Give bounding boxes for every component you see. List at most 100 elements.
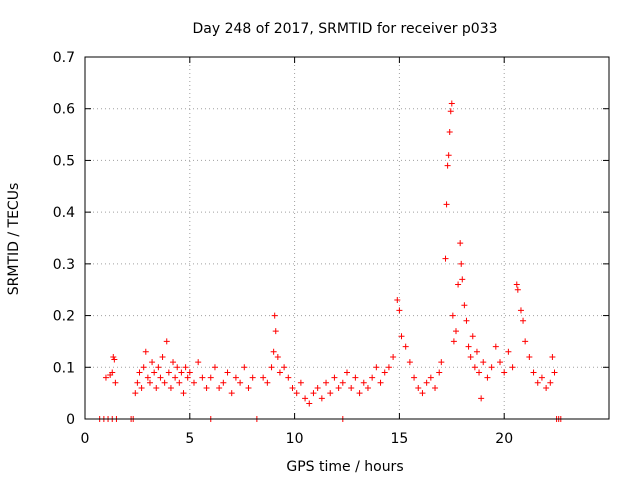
- data-point: [245, 384, 252, 391]
- x-tick-label: 20: [495, 431, 513, 447]
- data-point: [180, 390, 187, 397]
- data-point: [522, 338, 529, 345]
- data-point: [146, 379, 153, 386]
- data-point: [455, 281, 462, 288]
- data-point: [406, 359, 413, 366]
- data-point: [281, 364, 288, 371]
- y-tick-label: 0.1: [53, 360, 75, 376]
- data-point: [534, 379, 541, 386]
- data-point: [402, 343, 409, 350]
- data-point: [547, 379, 554, 386]
- y-axis-label: SRMTID / TECUs: [6, 183, 22, 296]
- data-point: [457, 240, 464, 247]
- data-point: [394, 297, 401, 304]
- data-point: [467, 353, 474, 360]
- data-point: [445, 152, 452, 159]
- data-point: [463, 317, 470, 324]
- y-tick-label: 0.4: [53, 205, 75, 221]
- data-point: [140, 364, 147, 371]
- data-point: [155, 364, 162, 371]
- data-point: [484, 374, 491, 381]
- data-point: [344, 369, 350, 376]
- axis-ticks: 0 0.1 0.2 0.3 0.4 0.5 0.6 0.7 0 5 10 15 20: [53, 50, 609, 447]
- data-point: [348, 384, 355, 391]
- data-point: [465, 343, 472, 350]
- data-point: [356, 390, 363, 397]
- data-point: [285, 374, 292, 381]
- data-point: [138, 384, 145, 391]
- data-point: [432, 384, 439, 391]
- data-point: [157, 374, 164, 381]
- data-point: [526, 353, 533, 360]
- grid: [85, 57, 609, 419]
- data-point: [369, 374, 376, 381]
- data-point: [352, 374, 359, 381]
- data-point: [419, 390, 426, 397]
- data-point: [452, 328, 459, 335]
- data-point: [302, 395, 309, 402]
- data-point: [538, 374, 545, 381]
- data-point: [172, 374, 179, 381]
- data-point: [184, 374, 191, 381]
- chart-title: Day 248 of 2017, SRMTID for receiver p03…: [192, 21, 497, 37]
- data-point: [447, 108, 454, 115]
- data-point: [195, 359, 202, 366]
- data-point: [203, 384, 210, 391]
- data-point: [530, 369, 537, 376]
- data-point: [497, 359, 504, 366]
- data-point: [289, 384, 296, 391]
- data-point: [151, 369, 158, 376]
- data-point: [264, 379, 271, 386]
- data-point: [207, 374, 214, 381]
- data-point: [327, 390, 334, 397]
- data-point: [459, 276, 466, 283]
- data-point: [377, 379, 384, 386]
- data-point: [220, 379, 227, 386]
- data-point: [216, 384, 223, 391]
- data-point: [144, 374, 151, 381]
- data-point: [190, 379, 197, 386]
- data-point: [134, 379, 141, 386]
- data-point: [517, 307, 524, 314]
- data-point: [174, 364, 181, 371]
- data-point: [297, 379, 304, 386]
- data-point: [442, 255, 449, 262]
- data-point: [449, 312, 456, 319]
- data-point: [159, 353, 166, 360]
- data-point: [473, 348, 480, 355]
- y-tick-label: 0.6: [53, 102, 75, 118]
- data-point: [438, 359, 445, 366]
- data-point: [458, 260, 465, 267]
- data-point: [186, 369, 193, 376]
- data-point: [427, 374, 434, 381]
- data-point: [112, 379, 119, 386]
- x-tick-label: 15: [390, 431, 408, 447]
- data-point: [111, 356, 118, 363]
- data-point: [398, 333, 405, 340]
- data-point: [411, 374, 418, 381]
- data-point: [314, 384, 321, 391]
- data-point: [509, 364, 516, 371]
- data-point: [310, 390, 317, 397]
- data-point: [132, 390, 139, 397]
- data-point: [142, 348, 149, 355]
- data-point: [549, 353, 556, 360]
- data-point: [492, 343, 499, 350]
- data-point: [163, 338, 170, 345]
- data-point: [551, 369, 558, 376]
- data-point: [331, 374, 338, 381]
- data-point: [478, 395, 485, 402]
- data-point: [237, 379, 244, 386]
- x-tick-label: 10: [286, 431, 304, 447]
- data-point: [260, 374, 267, 381]
- data-point: [153, 384, 160, 391]
- data-point: [224, 369, 231, 376]
- y-tick-label: 0.2: [53, 309, 75, 325]
- x-tick-label: 5: [185, 431, 194, 447]
- data-point: [385, 364, 392, 371]
- data-point: [293, 390, 300, 397]
- data-point: [102, 374, 109, 381]
- data-point: [335, 384, 342, 391]
